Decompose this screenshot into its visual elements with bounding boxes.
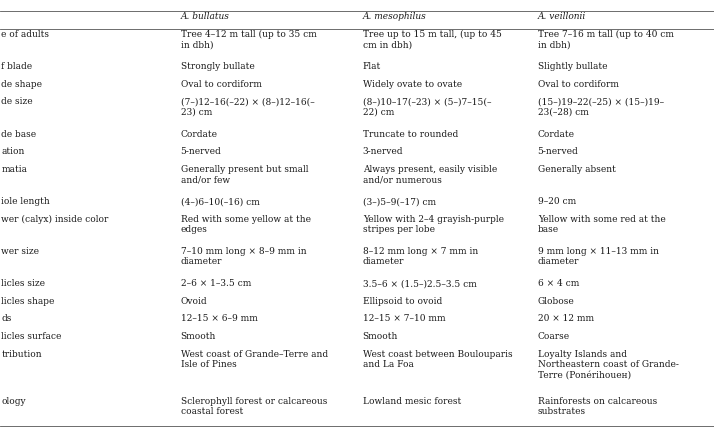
Text: West coast between Boulouparis
and La Foa: West coast between Boulouparis and La Fo…	[363, 350, 513, 369]
Text: licles shape: licles shape	[1, 297, 55, 306]
Text: Tree 7–16 m tall (up to 40 cm
in dbh): Tree 7–16 m tall (up to 40 cm in dbh)	[538, 30, 673, 50]
Text: Cordate: Cordate	[181, 130, 218, 139]
Text: Sclerophyll forest or calcareous
coastal forest: Sclerophyll forest or calcareous coastal…	[181, 396, 327, 416]
Text: Yellow with 2–4 grayish-purple
stripes per lobe: Yellow with 2–4 grayish-purple stripes p…	[363, 215, 503, 234]
Text: Yellow with some red at the
base: Yellow with some red at the base	[538, 215, 665, 234]
Text: Oval to cordiform: Oval to cordiform	[538, 80, 618, 89]
Text: A. mesophilus: A. mesophilus	[363, 12, 426, 21]
Text: Loyalty Islands and
Northeastern coast of Grande-
Terre (Ponérihouен): Loyalty Islands and Northeastern coast o…	[538, 350, 678, 380]
Text: ds: ds	[1, 315, 12, 323]
Text: 9–20 cm: 9–20 cm	[538, 197, 576, 206]
Text: Strongly bullate: Strongly bullate	[181, 62, 254, 71]
Text: 12–15 × 7–10 mm: 12–15 × 7–10 mm	[363, 315, 446, 323]
Text: 8–12 mm long × 7 mm in
diameter: 8–12 mm long × 7 mm in diameter	[363, 247, 478, 266]
Text: Lowland mesic forest: Lowland mesic forest	[363, 396, 461, 405]
Text: Smooth: Smooth	[363, 332, 398, 341]
Text: Tree up to 15 m tall, (up to 45
cm in dbh): Tree up to 15 m tall, (up to 45 cm in db…	[363, 30, 502, 50]
Text: licles surface: licles surface	[1, 332, 62, 341]
Text: 5-nerved: 5-nerved	[538, 147, 578, 156]
Text: 9 mm long × 11–13 mm in
diameter: 9 mm long × 11–13 mm in diameter	[538, 247, 658, 266]
Text: (3–)5–9(–17) cm: (3–)5–9(–17) cm	[363, 197, 436, 206]
Text: Flat: Flat	[363, 62, 381, 71]
Text: wer (calyx) inside color: wer (calyx) inside color	[1, 215, 109, 224]
Text: Always present, easily visible
and/or numerous: Always present, easily visible and/or nu…	[363, 165, 497, 184]
Text: (4–)6–10(–16) cm: (4–)6–10(–16) cm	[181, 197, 259, 206]
Text: ology: ology	[1, 396, 26, 405]
Text: Ellipsoid to ovoid: Ellipsoid to ovoid	[363, 297, 442, 306]
Text: A. bullatus: A. bullatus	[181, 12, 229, 21]
Text: 3.5–6 × (1.5–)2.5–3.5 cm: 3.5–6 × (1.5–)2.5–3.5 cm	[363, 279, 476, 288]
Text: de size: de size	[1, 97, 33, 106]
Text: Widely ovate to ovate: Widely ovate to ovate	[363, 80, 462, 89]
Text: Smooth: Smooth	[181, 332, 216, 341]
Text: 12–15 × 6–9 mm: 12–15 × 6–9 mm	[181, 315, 258, 323]
Text: West coast of Grande–Terre and
Isle of Pines: West coast of Grande–Terre and Isle of P…	[181, 350, 328, 369]
Text: 6 × 4 cm: 6 × 4 cm	[538, 279, 579, 288]
Text: de base: de base	[1, 130, 36, 139]
Text: (7–)12–16(–22) × (8–)12–16(–
23) cm: (7–)12–16(–22) × (8–)12–16(– 23) cm	[181, 97, 314, 117]
Text: Truncate to rounded: Truncate to rounded	[363, 130, 458, 139]
Text: 3-nerved: 3-nerved	[363, 147, 403, 156]
Text: 5-nerved: 5-nerved	[181, 147, 221, 156]
Text: de shape: de shape	[1, 80, 42, 89]
Text: e of adults: e of adults	[1, 30, 49, 39]
Text: ation: ation	[1, 147, 25, 156]
Text: (8–)10–17(–23) × (5–)7–15(–
22) cm: (8–)10–17(–23) × (5–)7–15(– 22) cm	[363, 97, 491, 117]
Text: f blade: f blade	[1, 62, 33, 71]
Text: Cordate: Cordate	[538, 130, 575, 139]
Text: matia: matia	[1, 165, 27, 174]
Text: iole length: iole length	[1, 197, 50, 206]
Text: Oval to cordiform: Oval to cordiform	[181, 80, 261, 89]
Text: Globose: Globose	[538, 297, 574, 306]
Text: licles size: licles size	[1, 279, 46, 288]
Text: 20 × 12 mm: 20 × 12 mm	[538, 315, 594, 323]
Text: (15–)19–22(–25) × (15–)19–
23(–28) cm: (15–)19–22(–25) × (15–)19– 23(–28) cm	[538, 97, 664, 117]
Text: Ovoid: Ovoid	[181, 297, 207, 306]
Text: 7–10 mm long × 8–9 mm in
diameter: 7–10 mm long × 8–9 mm in diameter	[181, 247, 306, 266]
Text: Red with some yellow at the
edges: Red with some yellow at the edges	[181, 215, 311, 234]
Text: Coarse: Coarse	[538, 332, 570, 341]
Text: wer size: wer size	[1, 247, 39, 256]
Text: Generally absent: Generally absent	[538, 165, 615, 174]
Text: A. veillonii: A. veillonii	[538, 12, 586, 21]
Text: 2–6 × 1–3.5 cm: 2–6 × 1–3.5 cm	[181, 279, 251, 288]
Text: Tree 4–12 m tall (up to 35 cm
in dbh): Tree 4–12 m tall (up to 35 cm in dbh)	[181, 30, 316, 50]
Text: tribution: tribution	[1, 350, 42, 359]
Text: Generally present but small
and/or few: Generally present but small and/or few	[181, 165, 308, 184]
Text: Slightly bullate: Slightly bullate	[538, 62, 607, 71]
Text: Rainforests on calcareous
substrates: Rainforests on calcareous substrates	[538, 396, 657, 416]
